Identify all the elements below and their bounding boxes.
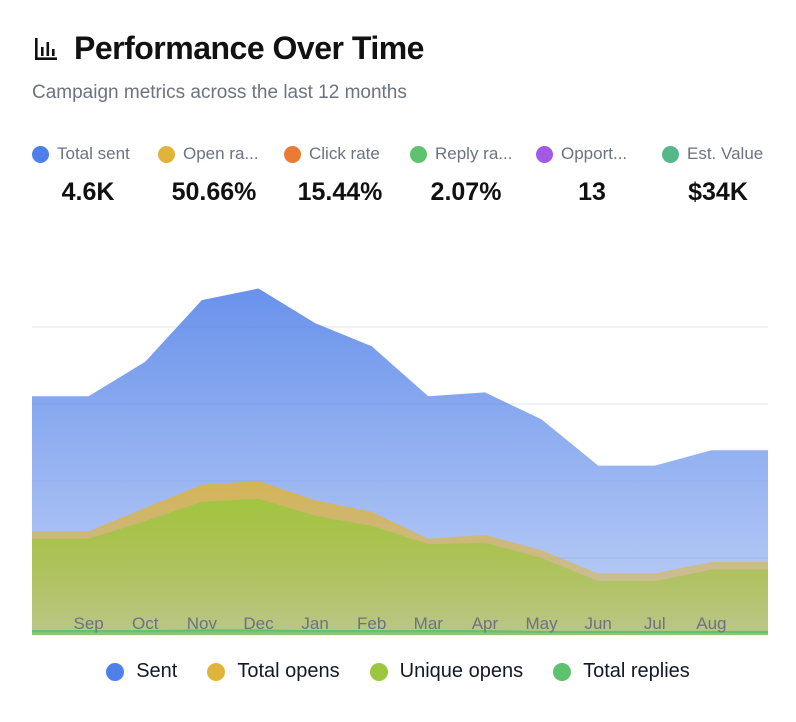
- metric-value: 13: [578, 178, 606, 206]
- metric-dot: [410, 145, 427, 163]
- metric-label: Reply ra...: [435, 144, 513, 163]
- metric-dot: [536, 145, 553, 163]
- area-chart: Sep Oct Nov Dec Jan Feb Mar Apr May Jun Jul Aug: [32, 288, 768, 636]
- area-series-total-replies: [32, 630, 768, 635]
- x-tick-label: Jun: [584, 614, 611, 633]
- legend-label: Unique opens: [399, 660, 524, 682]
- area-series-unique-opens: [32, 498, 768, 635]
- legend-item-total-replies[interactable]: Total replies: [553, 660, 690, 683]
- metric-dot: [158, 145, 175, 163]
- metric-reply-rate[interactable]: Reply ra... 2.07%: [410, 144, 536, 207]
- metric-click-rate[interactable]: Click rate 15.44%: [284, 144, 410, 207]
- legend-dot: [369, 662, 388, 681]
- chart-legend: Sent Total opens Unique opens Total repl…: [0, 660, 796, 683]
- page-title: Performance Over Time: [74, 30, 424, 66]
- x-tick-label: Nov: [187, 614, 218, 633]
- legend-item-unique-opens[interactable]: Unique opens: [369, 660, 524, 683]
- legend-dot: [106, 662, 125, 681]
- x-tick-label: Sep: [73, 614, 103, 633]
- x-tick-label: Aug: [696, 614, 726, 633]
- metric-total-sent[interactable]: Total sent 4.6K: [32, 144, 158, 207]
- legend-label: Total replies: [583, 660, 690, 682]
- metric-label: Est. Value: [687, 144, 764, 163]
- x-tick-label: Mar: [414, 614, 444, 633]
- metric-value: $34K: [688, 178, 748, 206]
- metric-opportunities[interactable]: Opport... 13: [536, 144, 662, 207]
- metric-value: 15.44%: [297, 178, 383, 206]
- legend-label: Total opens: [237, 660, 340, 682]
- x-tick-label: Oct: [132, 614, 159, 633]
- legend-item-sent[interactable]: Sent: [106, 660, 177, 683]
- legend-dot: [553, 662, 572, 681]
- metrics-row: Total sent 4.6K Open ra... 50.66% Click …: [32, 144, 772, 207]
- legend-item-total-opens[interactable]: Total opens: [207, 660, 340, 683]
- line-series-total-replies: [32, 629, 768, 633]
- x-tick-label: Dec: [243, 614, 274, 633]
- metric-value: 4.6K: [61, 178, 115, 206]
- metric-label: Click rate: [309, 144, 380, 163]
- x-tick-label: Jan: [301, 614, 328, 633]
- x-tick-label: Feb: [357, 614, 386, 633]
- metric-dot: [284, 145, 301, 163]
- chart-header: Performance Over Time: [32, 30, 424, 67]
- x-tick-label: May: [525, 614, 558, 633]
- metric-dot: [32, 145, 49, 163]
- metric-label: Open ra...: [183, 144, 259, 163]
- x-tick-label: Jul: [644, 614, 666, 633]
- legend-dot: [207, 662, 226, 681]
- metric-label: Total sent: [57, 144, 130, 163]
- metric-value: 50.66%: [171, 178, 257, 206]
- bar-chart-icon: [35, 37, 57, 60]
- page-subtitle: Campaign metrics across the last 12 mont…: [32, 82, 407, 103]
- x-tick-label: Apr: [472, 614, 499, 633]
- legend-label: Sent: [136, 660, 178, 682]
- metric-open-rate[interactable]: Open ra... 50.66%: [158, 144, 284, 207]
- metric-dot: [662, 145, 679, 163]
- metric-label: Opport...: [561, 144, 628, 163]
- metric-est-value[interactable]: Est. Value $34K: [662, 144, 788, 207]
- metric-value: 2.07%: [430, 178, 502, 206]
